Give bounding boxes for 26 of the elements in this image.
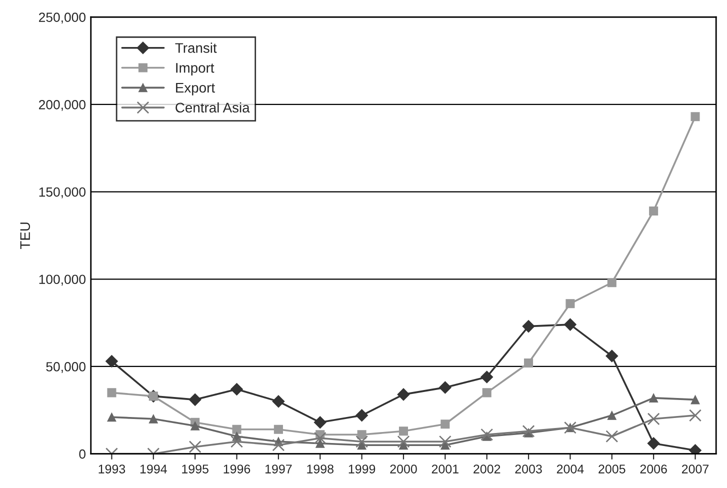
legend-label: Central Asia xyxy=(176,102,250,113)
y-tick-label: 250,000 xyxy=(38,12,86,24)
x-tick-label: 2005 xyxy=(598,464,626,474)
y-tick-label: 200,000 xyxy=(38,100,86,111)
x-tick-label: 2007 xyxy=(682,464,709,474)
y-axis-title: TEU xyxy=(20,222,30,250)
y-tick-label: 100,000 xyxy=(39,274,86,286)
x-tick-label: 2000 xyxy=(390,464,417,474)
x-tick-label: 1997 xyxy=(265,464,292,474)
x-tick-label: 1998 xyxy=(307,464,334,474)
x-tick-label: 1996 xyxy=(224,464,250,474)
x-tick-label: 2001 xyxy=(432,464,458,474)
x-tick-label: 2006 xyxy=(640,464,667,474)
legend-label: Import xyxy=(176,63,214,76)
x-tick-label: 1995 xyxy=(182,464,208,474)
legend-label: Export xyxy=(176,82,215,96)
y-tick-label: 0 xyxy=(79,449,86,459)
x-tick-label: 2004 xyxy=(556,464,584,474)
x-tick-label: 2002 xyxy=(474,464,500,474)
y-tick-label: 50,000 xyxy=(46,362,86,373)
x-tick-label: 2003 xyxy=(515,464,542,474)
x-tick-label: 1993 xyxy=(98,464,126,474)
legend-label: Transit xyxy=(175,42,217,53)
x-tick-label: 1994 xyxy=(140,464,167,474)
x-tick-label: 1999 xyxy=(348,464,376,474)
y-tick-label: 150,000 xyxy=(39,187,86,198)
